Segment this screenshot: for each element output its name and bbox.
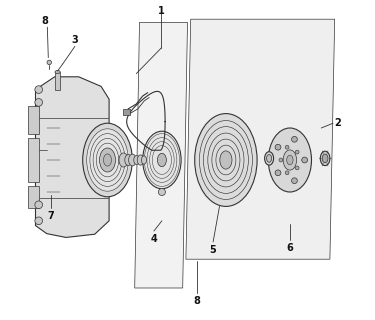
Ellipse shape [125,155,132,165]
Ellipse shape [83,123,132,197]
Circle shape [35,99,42,106]
Polygon shape [36,77,109,237]
Bar [27,138,39,182]
Ellipse shape [141,156,147,164]
Ellipse shape [158,188,165,196]
Polygon shape [186,19,335,259]
Ellipse shape [104,154,111,166]
Ellipse shape [287,155,293,165]
Ellipse shape [267,155,272,162]
Ellipse shape [119,153,128,167]
Ellipse shape [195,114,257,206]
Text: 1: 1 [158,6,165,16]
Ellipse shape [283,150,297,170]
Ellipse shape [55,70,60,74]
Ellipse shape [129,154,136,166]
Ellipse shape [93,139,122,182]
Bar [55,72,60,90]
Ellipse shape [220,151,232,169]
Ellipse shape [158,153,166,167]
Circle shape [292,136,297,142]
Circle shape [295,166,299,170]
Text: 2: 2 [334,118,341,128]
Text: 4: 4 [150,234,157,244]
Circle shape [35,201,42,209]
Circle shape [295,150,299,154]
Ellipse shape [137,155,144,165]
Ellipse shape [143,131,181,189]
Text: 3: 3 [72,35,78,45]
Ellipse shape [96,143,119,177]
Ellipse shape [320,151,330,166]
Text: 8: 8 [42,16,48,26]
Ellipse shape [134,156,140,164]
Circle shape [302,157,307,163]
Text: 6: 6 [286,243,293,253]
Ellipse shape [47,60,51,65]
Polygon shape [135,22,188,288]
Bar [123,109,130,115]
Circle shape [275,170,281,176]
Ellipse shape [99,148,116,172]
Circle shape [275,144,281,150]
Circle shape [279,158,283,162]
Circle shape [292,178,297,184]
Circle shape [35,217,42,225]
Ellipse shape [265,152,274,165]
Text: 5: 5 [210,245,216,255]
Ellipse shape [322,154,328,163]
Text: 8: 8 [194,296,201,306]
Ellipse shape [268,128,312,192]
Ellipse shape [87,129,128,191]
Circle shape [35,86,42,93]
Ellipse shape [90,134,125,186]
Circle shape [285,171,289,175]
Bar [27,106,39,134]
Text: 7: 7 [47,211,54,221]
Bar [27,186,39,208]
Circle shape [285,145,289,149]
